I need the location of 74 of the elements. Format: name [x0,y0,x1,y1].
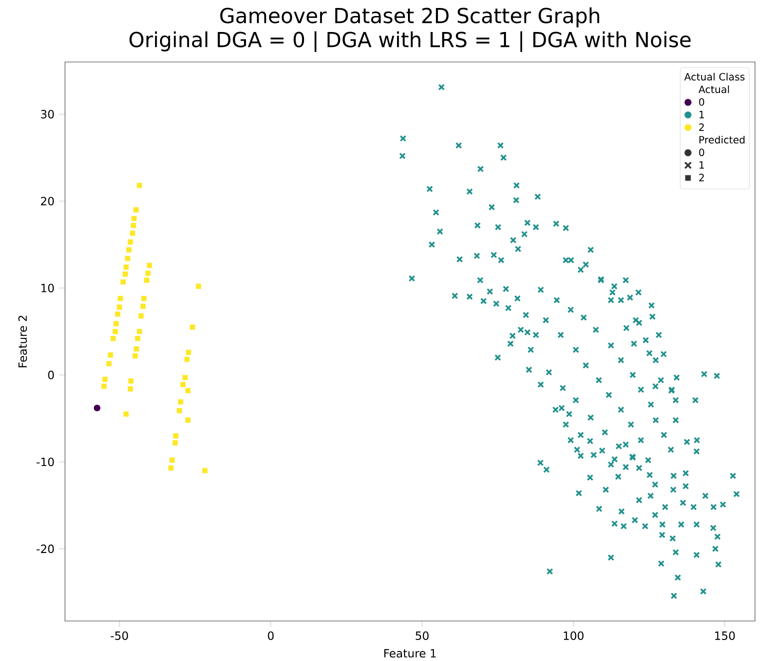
point [132,352,138,359]
annotation: 0 [699,148,704,156]
point [138,312,144,319]
point [116,304,122,310]
annotation: 2 [699,174,704,182]
point [131,215,137,222]
y-tick-label: 30 [41,110,54,118]
point [172,432,179,439]
point [123,264,130,270]
point [146,262,152,268]
point [202,468,208,474]
point [144,277,150,284]
point [182,374,188,381]
point [195,283,202,290]
y-tick-label: -20 [36,544,54,554]
point [136,182,142,188]
chart-title: Gameover Dataset 2D Scatter Graph [220,7,600,28]
legend-label: 2 [699,123,704,131]
legend-label: 1 [700,110,704,118]
point [184,388,191,394]
point [114,311,121,318]
y-axis-title: Feature 2 [18,316,27,368]
point [178,398,184,405]
point [102,376,108,382]
point [126,246,132,253]
point [101,383,108,390]
point [184,417,191,424]
point [93,404,101,412]
point [133,206,140,213]
point [122,271,128,278]
x-tick-label: -50 [110,631,128,640]
x-tick-label: 0 [268,631,274,640]
legend-label: 0 [699,98,704,106]
annotation: 1 [700,161,704,169]
point [140,303,146,310]
point [189,324,196,330]
point [106,360,112,367]
x-tick-label: 50 [416,631,429,640]
point [140,295,147,302]
point [124,255,131,262]
legend-title: Actual Class [684,72,745,81]
point [130,222,136,228]
point [169,457,176,464]
point [176,408,182,414]
annotation: Actual [698,85,729,94]
point [127,386,134,392]
point [107,352,114,358]
point [117,295,124,302]
annotation: Predicted [699,136,744,144]
point [112,328,118,334]
point [127,238,134,245]
x-tick-label: 150 [715,631,735,640]
point [133,346,140,352]
y-tick-label: 20 [41,196,54,206]
x-axis-title: Feature 1 [384,649,436,658]
point [123,411,130,418]
point [113,320,120,327]
point [129,230,136,236]
y-tick-label: 10 [41,284,54,292]
point [144,270,151,276]
chart-subtitle: Original DGA = 0 | DGA with LRS = 1 | DGA with Noise [129,31,691,52]
point [110,335,116,342]
point [128,378,134,384]
point [185,349,192,356]
point [184,356,190,362]
point [136,328,142,334]
x-tick-label: 100 [564,631,584,640]
point [134,335,141,342]
y-tick-label: -10 [36,458,54,466]
point [172,440,178,446]
y-tick-label: 0 [48,370,54,380]
point [168,464,174,471]
point [120,278,126,285]
point [180,382,186,388]
